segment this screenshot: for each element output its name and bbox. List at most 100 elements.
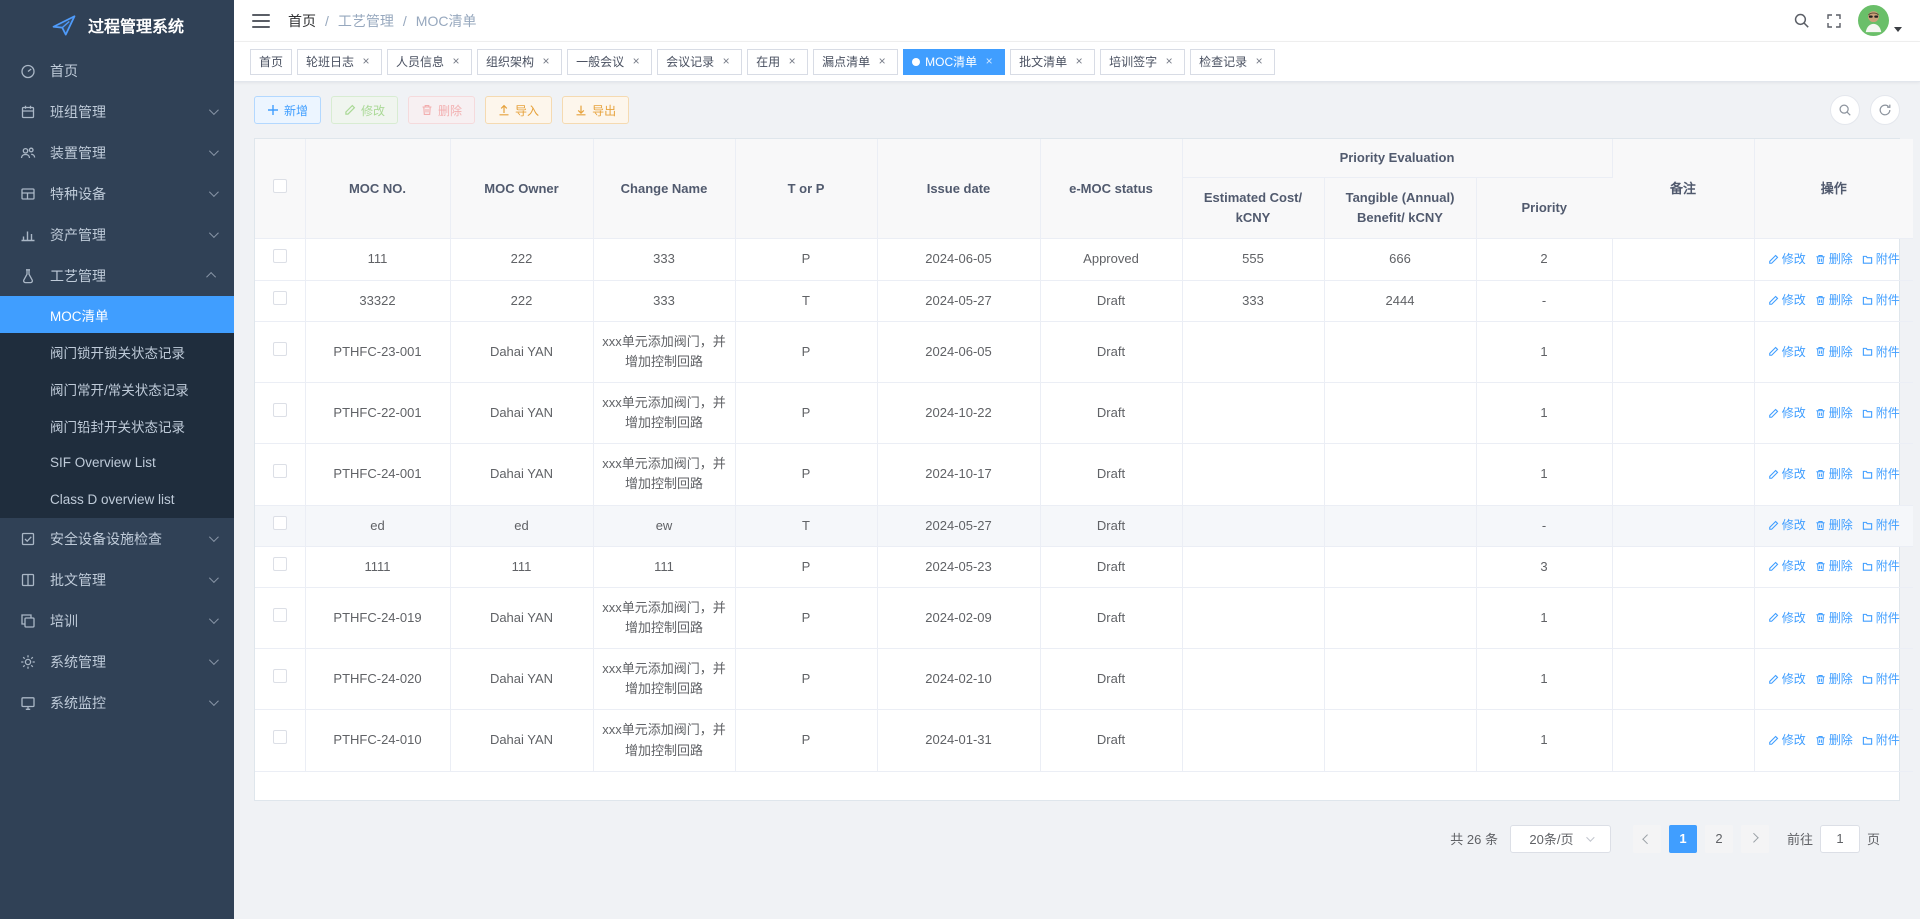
prev-page-button[interactable]	[1632, 824, 1661, 853]
sidebar-item-system-monitor[interactable]: 系统监控	[0, 682, 234, 723]
edit-button[interactable]: 修改	[331, 96, 399, 124]
row-checkbox[interactable]	[272, 249, 287, 264]
tab-close-icon[interactable]: ×	[788, 53, 796, 68]
tab[interactable]: 批文清单 ×	[1010, 48, 1096, 75]
row-edit-link[interactable]: 修改	[1768, 343, 1806, 362]
row-edit-link[interactable]: 修改	[1768, 516, 1806, 535]
hamburger-icon[interactable]	[252, 13, 270, 28]
upload-icon	[499, 104, 509, 116]
tab-close-icon[interactable]: ×	[542, 53, 550, 68]
tab-close-icon[interactable]: ×	[362, 53, 370, 68]
row-attachment-link[interactable]: 附件	[1862, 404, 1900, 423]
sidebar-item-sif-overview[interactable]: SIF Overview List	[0, 444, 234, 481]
tab[interactable]: 轮班日志 ×	[297, 48, 383, 75]
row-delete-link[interactable]: 删除	[1815, 404, 1853, 423]
row-checkbox[interactable]	[272, 290, 287, 305]
breadcrumb-home[interactable]: 首页	[288, 12, 316, 29]
row-attachment-link[interactable]: 附件	[1862, 557, 1900, 576]
delete-button[interactable]: 删除	[408, 96, 476, 124]
tab-close-icon[interactable]: ×	[878, 53, 886, 68]
tab-close-icon[interactable]: ×	[1165, 53, 1173, 68]
row-edit-link[interactable]: 修改	[1768, 731, 1806, 750]
tab[interactable]: 会议记录 ×	[657, 48, 743, 75]
table-search-button[interactable]	[1830, 95, 1860, 125]
row-attachment-link[interactable]: 附件	[1862, 516, 1900, 535]
row-edit-link[interactable]: 修改	[1768, 250, 1806, 269]
tab-close-icon[interactable]: ×	[722, 53, 730, 68]
tab[interactable]: 漏点清单 ×	[813, 48, 899, 75]
select-all-checkbox[interactable]	[272, 178, 287, 193]
row-edit-link[interactable]: 修改	[1768, 465, 1806, 484]
row-delete-link[interactable]: 删除	[1815, 343, 1853, 362]
tab[interactable]: 在用 ×	[747, 48, 809, 75]
tab-close-icon[interactable]: ×	[1255, 53, 1263, 68]
tab[interactable]: 培训签字 ×	[1100, 48, 1186, 75]
goto-page-input[interactable]	[1819, 824, 1860, 853]
user-menu[interactable]	[1858, 5, 1902, 36]
tab[interactable]: MOC清单 ×	[903, 48, 1006, 75]
row-delete-link[interactable]: 删除	[1815, 609, 1853, 628]
sidebar-item-home[interactable]: 首页	[0, 50, 234, 91]
row-attachment-link[interactable]: 附件	[1862, 250, 1900, 269]
sidebar-item-system-management[interactable]: 系统管理	[0, 641, 234, 682]
row-delete-link[interactable]: 删除	[1815, 516, 1853, 535]
tab[interactable]: 一般会议 ×	[567, 48, 653, 75]
sidebar-item-device-management[interactable]: 装置管理	[0, 132, 234, 173]
sidebar-item-class-d-overview[interactable]: Class D overview list	[0, 481, 234, 518]
row-attachment-link[interactable]: 附件	[1862, 609, 1900, 628]
import-button[interactable]: 导入	[485, 96, 553, 124]
row-attachment-link[interactable]: 附件	[1862, 670, 1900, 689]
search-icon[interactable]	[1793, 12, 1810, 29]
sidebar-item-approval-management[interactable]: 批文管理	[0, 559, 234, 600]
row-delete-link[interactable]: 删除	[1815, 557, 1853, 576]
tab[interactable]: 人员信息 ×	[387, 48, 473, 75]
row-checkbox[interactable]	[272, 607, 287, 622]
add-button[interactable]: 新增	[254, 96, 322, 124]
sidebar-item-moc-list[interactable]: MOC清单	[0, 296, 234, 333]
tab[interactable]: 组织架构 ×	[477, 48, 563, 75]
row-delete-link[interactable]: 删除	[1815, 291, 1853, 310]
tab-close-icon[interactable]: ×	[632, 53, 640, 68]
sidebar-item-asset-management[interactable]: 资产管理	[0, 214, 234, 255]
row-attachment-link[interactable]: 附件	[1862, 731, 1900, 750]
row-edit-link[interactable]: 修改	[1768, 291, 1806, 310]
row-checkbox[interactable]	[272, 464, 287, 479]
sidebar-item-team-management[interactable]: 班组管理	[0, 91, 234, 132]
row-checkbox[interactable]	[272, 556, 287, 571]
row-delete-link[interactable]: 删除	[1815, 465, 1853, 484]
row-edit-link[interactable]: 修改	[1768, 557, 1806, 576]
row-edit-link[interactable]: 修改	[1768, 404, 1806, 423]
row-checkbox[interactable]	[272, 341, 287, 356]
tab-close-icon[interactable]: ×	[1075, 53, 1083, 68]
sidebar-item-safety-check[interactable]: 安全设备设施检查	[0, 518, 234, 559]
row-delete-link[interactable]: 删除	[1815, 670, 1853, 689]
sidebar-item-process-management[interactable]: 工艺管理	[0, 255, 234, 296]
row-checkbox[interactable]	[272, 730, 287, 745]
refresh-button[interactable]	[1870, 95, 1900, 125]
sidebar-item-valve-lock-status[interactable]: 阀门锁开锁关状态记录	[0, 333, 234, 370]
row-checkbox[interactable]	[272, 515, 287, 530]
tab-close-icon[interactable]: ×	[452, 53, 460, 68]
tab-close-icon[interactable]: ×	[985, 53, 993, 68]
next-page-button[interactable]	[1740, 824, 1769, 853]
row-delete-link[interactable]: 删除	[1815, 250, 1853, 269]
tab[interactable]: 检查记录 ×	[1190, 48, 1276, 75]
row-attachment-link[interactable]: 附件	[1862, 465, 1900, 484]
row-delete-link[interactable]: 删除	[1815, 731, 1853, 750]
sidebar-item-valve-seal-status[interactable]: 阀门铅封开关状态记录	[0, 407, 234, 444]
tab[interactable]: 首页	[250, 48, 293, 75]
row-attachment-link[interactable]: 附件	[1862, 343, 1900, 362]
row-checkbox[interactable]	[272, 403, 287, 418]
page-button-2[interactable]: 2	[1704, 824, 1733, 853]
row-checkbox[interactable]	[272, 669, 287, 684]
sidebar-item-valve-open-close-status[interactable]: 阀门常开/常关状态记录	[0, 370, 234, 407]
fullscreen-icon[interactable]	[1826, 13, 1842, 29]
row-attachment-link[interactable]: 附件	[1862, 291, 1900, 310]
row-edit-link[interactable]: 修改	[1768, 609, 1806, 628]
row-edit-link[interactable]: 修改	[1768, 670, 1806, 689]
sidebar-item-training[interactable]: 培训	[0, 600, 234, 641]
page-button-1[interactable]: 1	[1668, 824, 1697, 853]
page-size-select[interactable]: 20条/页	[1509, 824, 1611, 853]
export-button[interactable]: 导出	[562, 96, 630, 124]
sidebar-item-special-equipment[interactable]: 特种设备	[0, 173, 234, 214]
